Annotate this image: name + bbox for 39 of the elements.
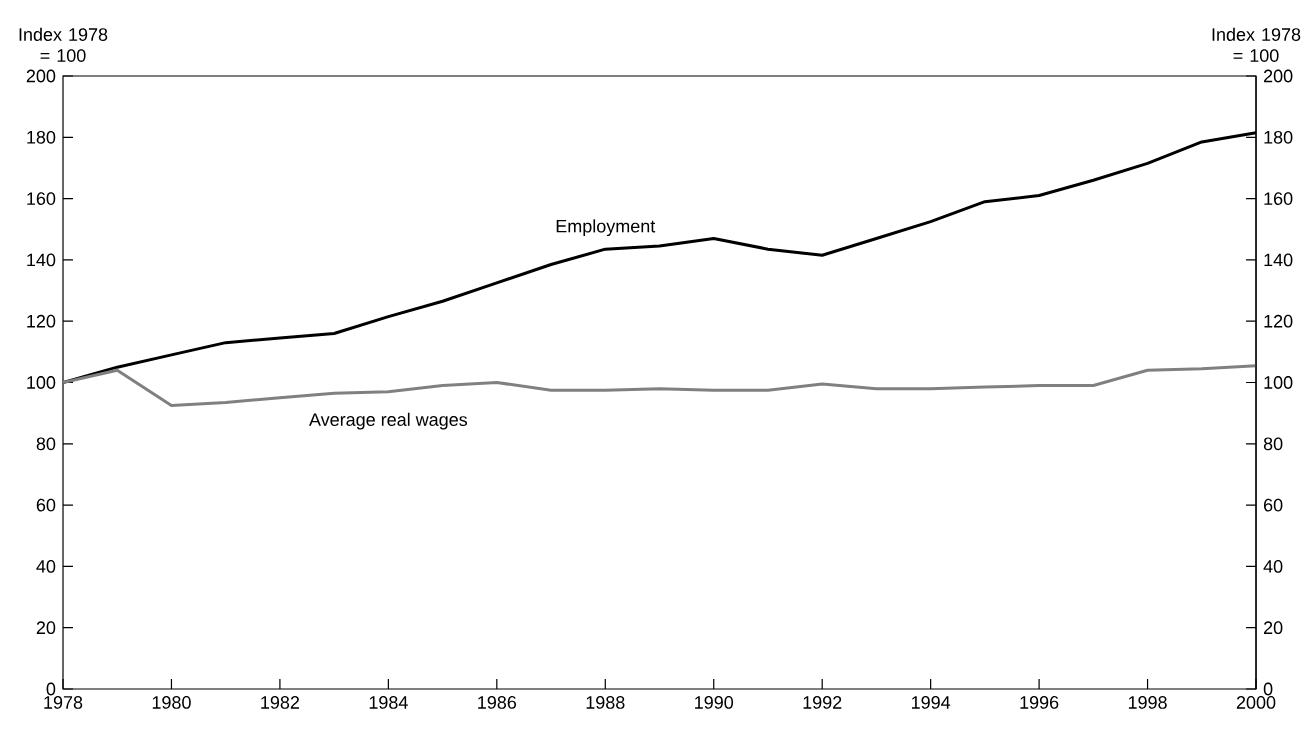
y2-tick-label: 160 bbox=[1264, 192, 1293, 205]
y2-tick-label: 100 bbox=[1264, 376, 1293, 389]
x-tick-label: 1986 bbox=[478, 696, 517, 709]
y-tick-label: 80 bbox=[36, 437, 56, 451]
y2-tick-label: 200 bbox=[1264, 69, 1293, 83]
x-tick-label: 1996 bbox=[1020, 696, 1059, 709]
x-tick-label: 1978 bbox=[44, 696, 83, 709]
y-tick-label: 100 bbox=[27, 376, 56, 389]
series-label: Average real wages bbox=[309, 412, 468, 430]
y2-tick-label: 80 bbox=[1263, 437, 1283, 451]
y2-tick-label: 120 bbox=[1264, 314, 1293, 328]
y2-tick-label: 140 bbox=[1264, 253, 1293, 267]
y-tick-label: 120 bbox=[27, 314, 56, 328]
x-tick-label: 1984 bbox=[369, 696, 408, 709]
y-tick-label: 180 bbox=[27, 130, 56, 144]
y-tick-label: 140 bbox=[27, 253, 56, 267]
y-tick-label: 40 bbox=[36, 560, 56, 573]
line-series bbox=[63, 364, 1257, 407]
y-tick-label: 200 bbox=[26, 69, 56, 83]
x-tick-label: 1982 bbox=[261, 696, 300, 709]
y-axis-title: Index 1978 = 100 bbox=[19, 27, 108, 62]
x-tick-label: 1990 bbox=[695, 696, 734, 709]
y-tick-label: 20 bbox=[36, 621, 56, 635]
y-tick-label: 160 bbox=[27, 192, 56, 205]
x-tick-label: 1992 bbox=[803, 696, 842, 709]
x-tick-label: 1988 bbox=[586, 696, 625, 709]
y2-tick-label: 40 bbox=[1263, 560, 1283, 573]
x-tick-label: 1980 bbox=[152, 696, 191, 709]
y-tick-label: 0 bbox=[46, 682, 56, 696]
y2-tick-label: 20 bbox=[1264, 621, 1283, 635]
x-tick-label: 2000 bbox=[1236, 696, 1276, 709]
x-tick-label: 1998 bbox=[1128, 696, 1167, 709]
y2-tick-label: 0 bbox=[1263, 682, 1273, 696]
y2-tick-label: 180 bbox=[1264, 130, 1293, 144]
series-label: Employment bbox=[556, 219, 656, 237]
x-tick-label: 1994 bbox=[912, 696, 951, 709]
y-tick-label: 60 bbox=[36, 498, 56, 512]
y2-axis-title: Index 1978 = 100 bbox=[1212, 27, 1301, 62]
y2-tick-label: 60 bbox=[1264, 498, 1283, 512]
